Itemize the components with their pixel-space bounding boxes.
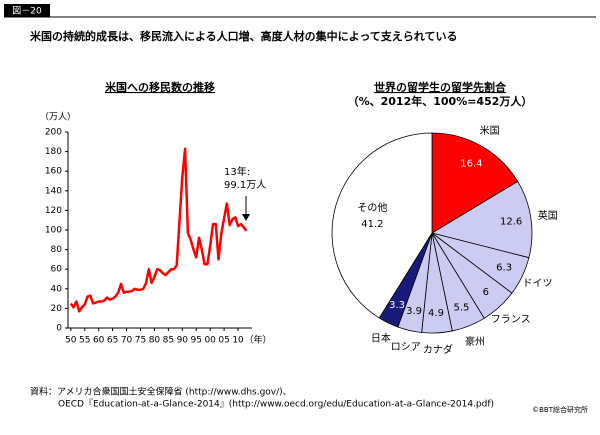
data-line [69,147,248,313]
annotation-arrowhead [242,214,250,221]
x-tick-label: 85 [163,336,174,346]
x-tick-label: 55 [79,336,90,346]
category-label: 豪州 [465,335,485,348]
y-tick-label: 40 [51,284,63,294]
y-tick-label: 120 [45,206,62,216]
y-tick-label: 180 [45,147,62,157]
x-tick-label: 00 [204,336,216,346]
x-tick-label: 65 [107,336,118,346]
category-label: カナダ [423,343,453,356]
source: OECD『Education-at-a-Glance-2014』(http://… [58,399,494,410]
pie-slice [430,180,533,259]
value-label: 16.4 [460,158,482,169]
x-tick-label: 50 [65,336,77,346]
x-tick-label: 10 [232,336,244,346]
x-unit: （年） [244,334,271,346]
y-tick-label: 60 [51,265,63,275]
y-tick-label: 80 [51,245,63,255]
pie-slice [331,132,433,319]
category-label: フランス [491,314,531,326]
category-label: その他 [357,201,387,214]
value-label: 6.3 [496,263,512,274]
chart-title: 米国への移民数の推移 [104,80,215,94]
copyright: ©BBT総合研究所 [532,405,588,414]
annotation: 99.1万人 [224,179,266,191]
y-tick-label: 160 [45,167,62,177]
value-label: 6 [483,287,489,298]
page-title: 米国の持続的成長は、移民流入による人口増、高度人材の集中によって支えられている [29,29,457,43]
category-label: ドイツ [522,279,552,290]
y-tick-label: 100 [45,226,62,236]
y-tick-label: 20 [51,304,63,314]
x-tick-label: 70 [121,336,133,346]
value-label: 3.3 [389,300,405,311]
figure-label-box [4,4,50,17]
value-label: 3.9 [406,306,422,317]
x-tick-label: 60 [93,336,105,346]
y-tick-label: 200 [45,128,62,138]
x-tick-label: 95 [191,336,202,346]
y-tick-label: 0 [56,324,62,334]
y-tick-label: 140 [45,186,62,196]
annotation: 13年: [224,165,250,178]
figure-label: 図－20 [12,6,42,17]
y-unit: （万人） [40,112,76,123]
x-tick-label: 80 [149,336,161,346]
x-tick-label: 90 [177,336,189,346]
x-tick-label: 75 [135,336,146,346]
x-tick-label: 05 [218,336,229,346]
chart-title: 世界の留学生の留学先割合 [374,80,507,94]
category-label: 日本 [371,331,391,344]
value-label: 41.2 [361,219,383,230]
source: 資料：アメリカ合衆国国土安全保障省 (http://www.dhs.gov/)、 [30,386,292,398]
pie-slice [431,132,519,234]
category-label: 米国 [480,124,500,137]
category-label: 英国 [538,209,558,222]
value-label: 4.9 [428,308,444,319]
value-label: 5.5 [453,302,469,313]
value-label: 12.6 [500,216,522,227]
chart-subtitle: （%、2012年、100%=452万人） [348,94,533,108]
category-label: ロシア [391,342,421,353]
